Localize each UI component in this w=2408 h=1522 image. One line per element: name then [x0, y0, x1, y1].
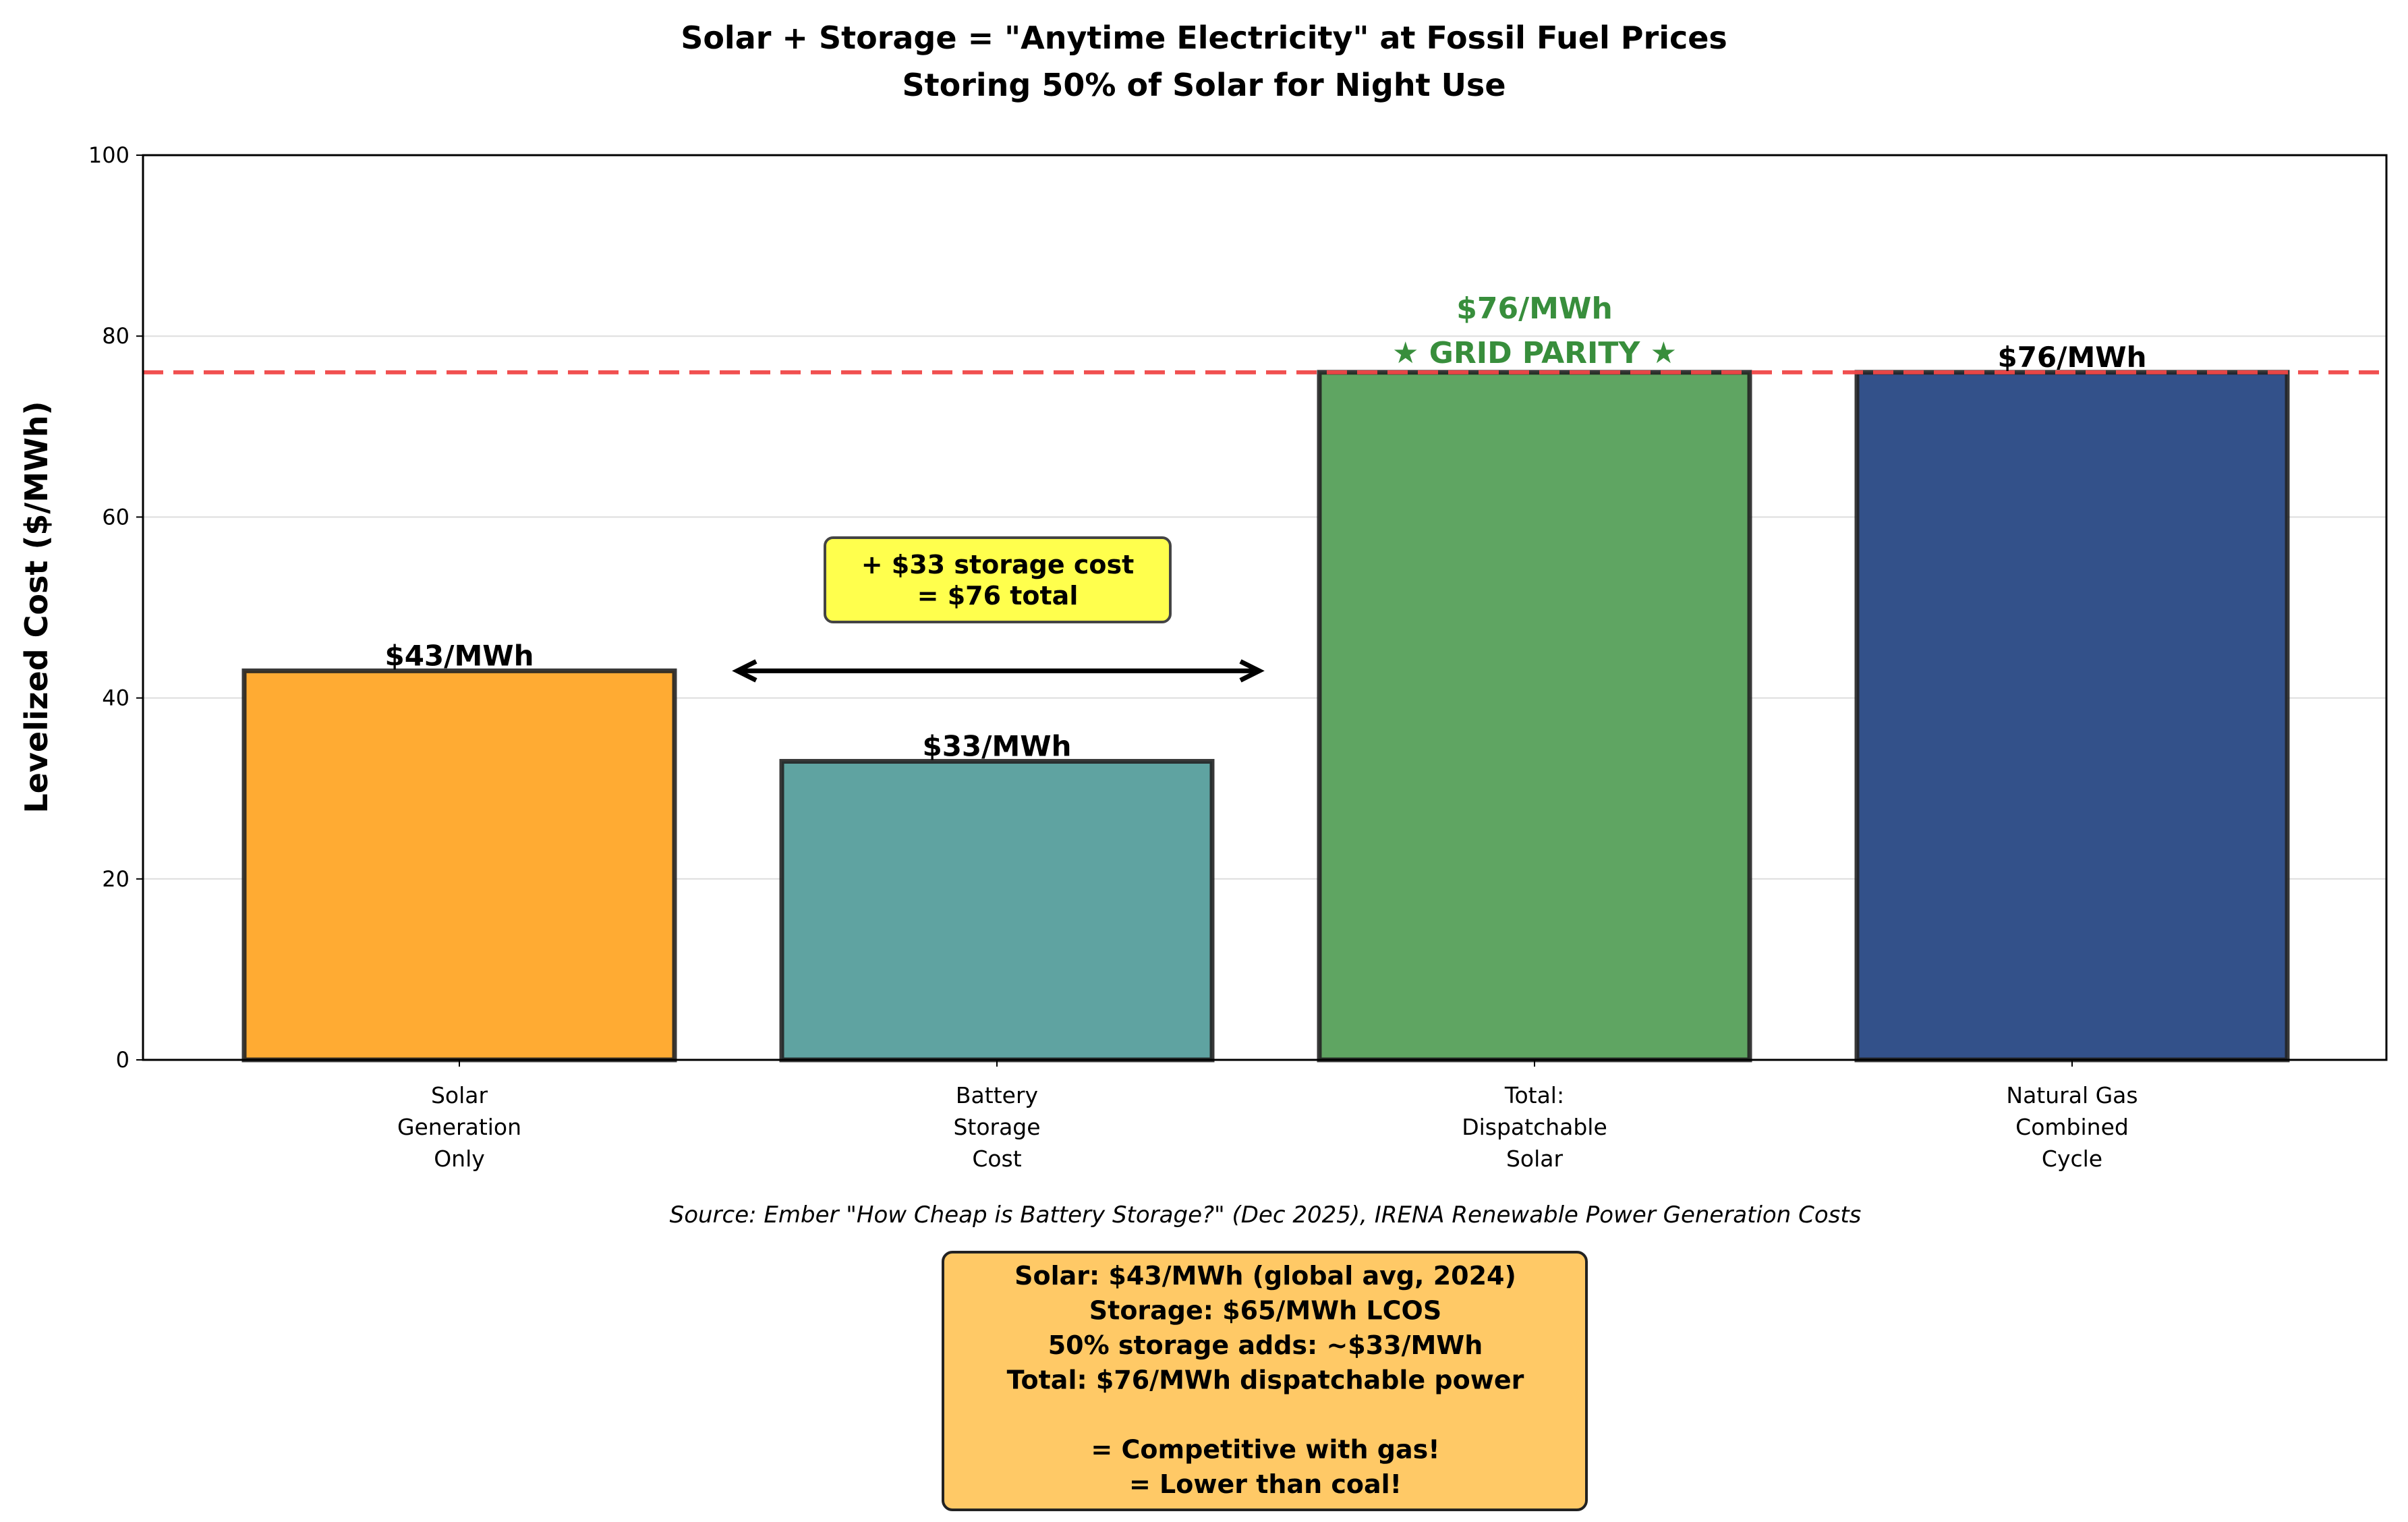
- x-tick-label: Cycle: [2042, 1146, 2102, 1172]
- plot-frame: [142, 154, 2388, 1061]
- callout-box: [824, 536, 1172, 623]
- y-axis-ticks: 0 20 40 60 80 100: [88, 142, 143, 1073]
- y-tick-label: 80: [102, 323, 130, 349]
- x-tick-label: Solar: [431, 1082, 488, 1108]
- arrow-head-right: [1239, 659, 1265, 683]
- summary-line: 50% storage adds: ~$33/MWh: [1048, 1330, 1483, 1360]
- x-tick-label: Solar: [1506, 1146, 1564, 1172]
- annotations: $43/MWh $33/MWh $76/MWh $76/MWh ★ GRID PARIT…: [384, 291, 2146, 763]
- source-note: Source: Ember "How Cheap is Battery Stor…: [670, 1202, 1862, 1229]
- grid-parity-label: ★ GRID PARITY ★: [1392, 336, 1677, 370]
- y-tick-label: 100: [88, 142, 130, 168]
- value-label: $33/MWh: [922, 729, 1071, 762]
- summary-line: = Competitive with gas!: [1091, 1435, 1439, 1465]
- x-tick-label: Cost: [972, 1146, 1021, 1172]
- x-tick-label: Total:: [1504, 1082, 1564, 1108]
- bar-0: [241, 668, 677, 1063]
- summary-box-bg: [942, 1251, 1588, 1511]
- x-tick-label: Generation: [397, 1114, 521, 1140]
- y-tick-label: 0: [116, 1047, 130, 1073]
- bar-3: [1854, 370, 2290, 1063]
- x-tick-label: Only: [434, 1146, 485, 1172]
- summary-line: = Lower than coal!: [1129, 1469, 1402, 1499]
- x-tick-label: Dispatchable: [1462, 1114, 1607, 1140]
- summary-box: Solar: $43/MWh (global avg, 2024) Storage…: [942, 1251, 1588, 1511]
- callout-text: = $76 total: [917, 581, 1079, 611]
- y-axis-label: Levelized Cost ($/MWh): [18, 401, 55, 813]
- bar-1: [779, 758, 1215, 1063]
- bar-2: [1317, 370, 1752, 1063]
- summary-line: Storage: $65/MWh LCOS: [1089, 1296, 1441, 1326]
- chart-subtitle: Storing 50% of Solar for Night Use: [902, 67, 1506, 103]
- y-tick-label: 60: [102, 504, 130, 530]
- value-label: $76/MWh: [1456, 291, 1613, 326]
- y-tick-label: 20: [102, 866, 130, 892]
- callout-text: + $33 storage cost: [861, 550, 1135, 580]
- arrow-head-left: [732, 659, 757, 683]
- chart-title: Solar + Storage = "Anytime Electricity" …: [681, 20, 1727, 56]
- bars: [241, 370, 2290, 1063]
- x-tick-label: Natural Gas: [2006, 1082, 2138, 1108]
- x-tick-label: Battery: [956, 1082, 1038, 1108]
- value-label: $76/MWh: [1997, 341, 2146, 374]
- summary-line: Total: $76/MWh dispatchable power: [1007, 1365, 1524, 1395]
- summary-line: Solar: $43/MWh (global avg, 2024): [1014, 1261, 1516, 1291]
- y-tick-label: 40: [102, 685, 130, 711]
- value-label: $43/MWh: [384, 639, 534, 672]
- x-axis-ticks: Solar Generation Only Battery Storage Cost Tot…: [397, 1060, 2138, 1172]
- x-tick-label: Combined: [2015, 1114, 2129, 1140]
- x-tick-label: Storage: [953, 1114, 1040, 1140]
